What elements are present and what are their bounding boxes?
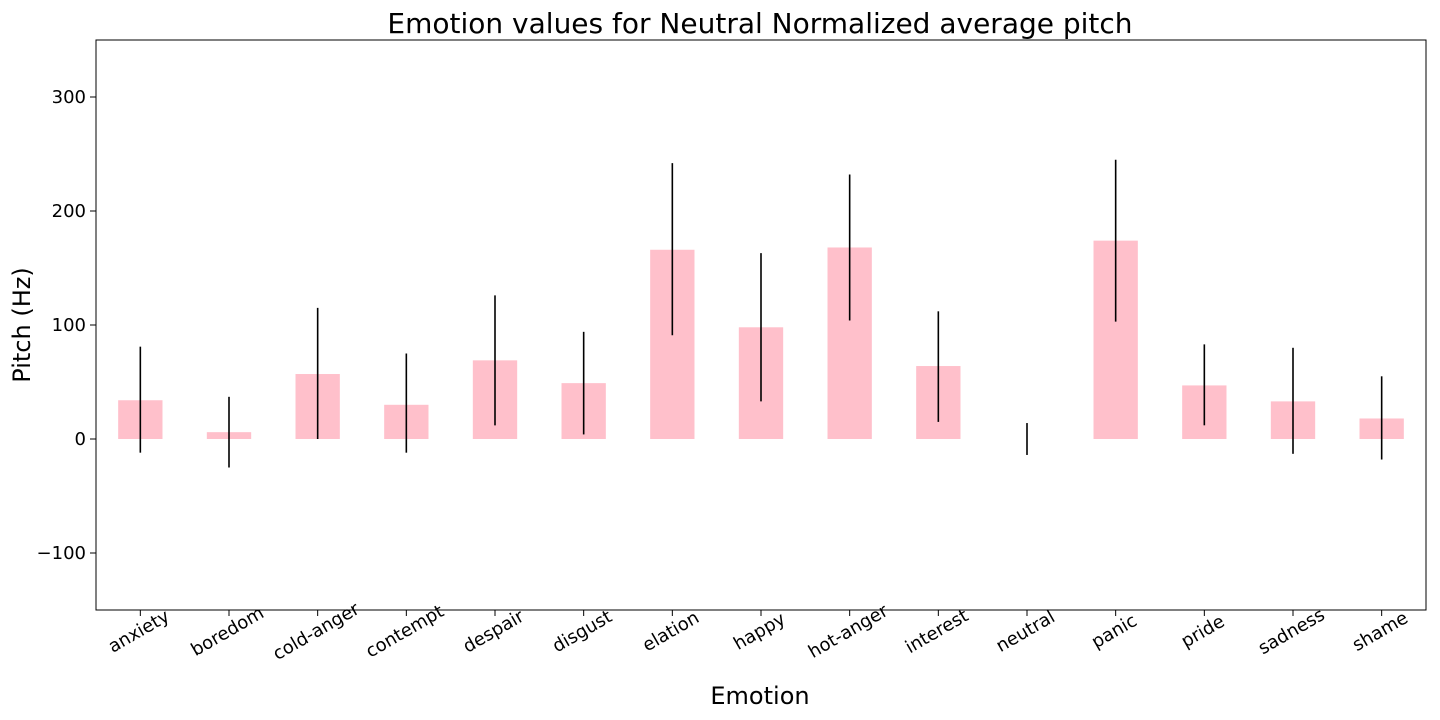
x-tick-label: neutral: [993, 606, 1059, 656]
x-tick-label: shame: [1349, 607, 1412, 655]
x-tick-label: panic: [1088, 610, 1141, 653]
y-axis-label: Pitch (Hz): [8, 267, 36, 382]
x-tick-label: cold-anger: [269, 598, 363, 665]
x-tick-label: boredom: [188, 602, 268, 660]
x-tick-label: disgust: [549, 606, 616, 657]
chart-title: Emotion values for Neutral Normalized av…: [387, 7, 1132, 40]
x-tick-label: pride: [1178, 611, 1229, 652]
x-tick-label: elation: [639, 607, 703, 656]
x-axis-label: Emotion: [710, 682, 809, 710]
error-bars-layer: [139, 159, 1383, 468]
x-tick-label: anxiety: [105, 606, 174, 658]
x-tick-label: happy: [730, 608, 789, 654]
y-tick-label: 0: [75, 429, 86, 450]
x-tick-label: interest: [902, 605, 972, 658]
y-tick-label: 300: [52, 87, 86, 108]
y-tick-label: 200: [52, 201, 86, 222]
x-tick-label: sadness: [1255, 604, 1329, 659]
y-tick-label: 100: [52, 315, 86, 336]
x-tick-label: despair: [459, 606, 528, 658]
y-tick-label: −100: [37, 543, 86, 564]
